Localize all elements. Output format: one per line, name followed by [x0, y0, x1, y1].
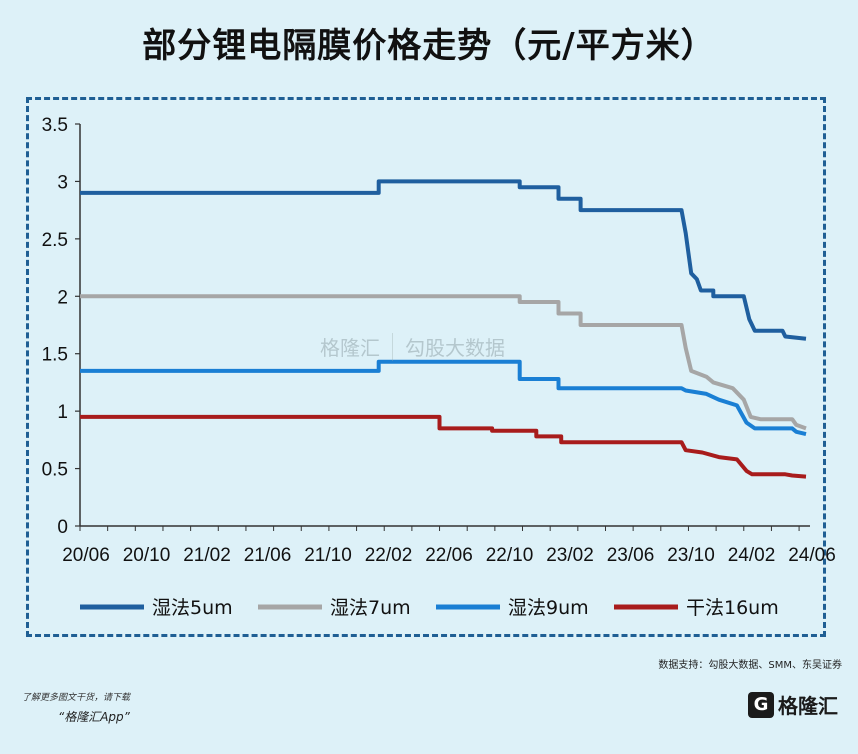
- x-tick-label: 22/06: [425, 545, 473, 566]
- y-tick-label: 3.5: [42, 115, 68, 136]
- series-line-wet9: [80, 359, 807, 437]
- watermark: 格隆汇 勾股大数据: [320, 332, 505, 361]
- y-tick-label: 2.5: [42, 230, 68, 251]
- x-tick-label: 23/10: [667, 545, 715, 566]
- logo-text: 格隆汇: [778, 694, 838, 718]
- x-tick-label: 20/06: [62, 545, 110, 566]
- x-tick-label: 22/02: [365, 545, 413, 566]
- x-tick-label: 20/10: [123, 545, 171, 566]
- logo-icon: G: [748, 691, 774, 718]
- legend-label-wet5: 湿法5um: [152, 597, 233, 619]
- x-tick-label: 21/02: [183, 545, 231, 566]
- legend-label-dry16: 干法16um: [686, 597, 779, 619]
- x-tick-label: 21/10: [304, 545, 352, 566]
- footer-line1: 了解更多图文干货，请下载: [22, 693, 131, 703]
- y-tick-label: 3: [57, 172, 68, 193]
- watermark-divider: [392, 332, 393, 361]
- x-tick-label: 22/10: [486, 545, 534, 566]
- x-tick-label: 24/06: [788, 545, 836, 566]
- watermark-left: 格隆汇: [320, 336, 380, 360]
- legend-label-wet9: 湿法9um: [508, 597, 589, 619]
- series-line-wet7: [80, 294, 807, 431]
- x-tick-label: 24/02: [728, 545, 776, 566]
- brand-logo: G 格隆汇: [748, 690, 838, 719]
- chart-frame: [26, 97, 826, 637]
- data-source: 数据支持：勾股大数据、SMM、东吴证券: [658, 660, 842, 671]
- y-tick-label: 1.5: [42, 345, 68, 366]
- x-tick-label: 23/06: [607, 545, 655, 566]
- y-tick-label: 0.5: [42, 460, 68, 481]
- series-line-dry16: [80, 414, 807, 479]
- y-tick-label: 0: [57, 517, 68, 538]
- series-line-wet5: [80, 179, 807, 341]
- watermark-right: 勾股大数据: [405, 336, 505, 360]
- y-tick-label: 1: [57, 402, 68, 423]
- chart-title: 部分锂电隔膜价格走势（元/平方米）: [142, 26, 716, 66]
- footer-line2: “格隆汇App”: [58, 710, 130, 724]
- x-tick-label: 21/06: [244, 545, 292, 566]
- y-tick-label: 2: [57, 287, 68, 308]
- x-tick-label: 23/02: [546, 545, 594, 566]
- legend-label-wet7: 湿法7um: [330, 597, 411, 619]
